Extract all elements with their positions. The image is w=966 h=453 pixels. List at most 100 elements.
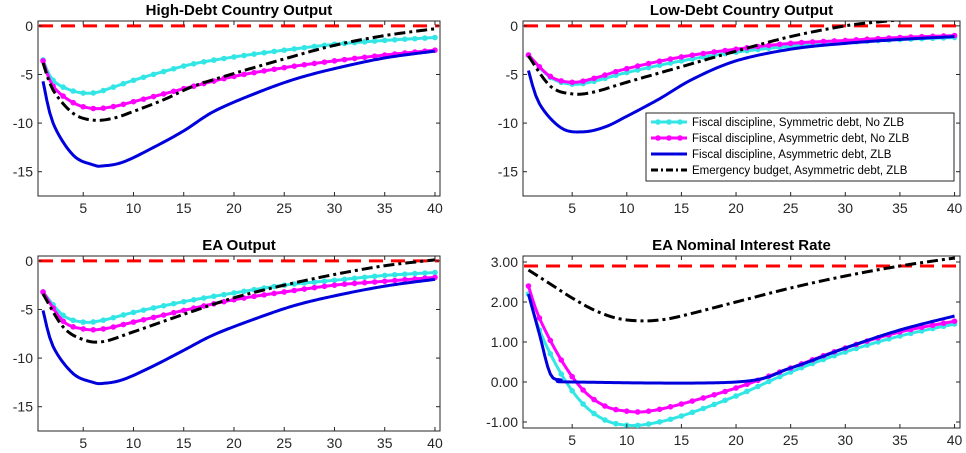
series-marker [321,278,328,285]
y-tick-label: -5 [21,66,34,82]
panel-title: EA Nominal Interest Rate [652,237,831,254]
series-marker [700,405,707,412]
x-tick-label: 25 [276,435,292,451]
series-marker [940,320,947,327]
series-marker [569,79,575,86]
panel-high-debt-country-output: 5 10 15 20 25 30 35 40 0 -5 -10 -15 High-Debt Countr… [13,2,443,216]
panel-title: Low-Debt Country Output [650,2,833,19]
series-marker [645,421,652,427]
series-marker [291,63,298,69]
series-marker [40,58,46,64]
plot-area [522,255,961,429]
series-marker [678,58,685,64]
series-marker [60,84,66,90]
y-tick-label: -15 [13,164,33,180]
series-marker [60,312,66,319]
x-tick-label: 20 [728,200,744,216]
panel-ea-output: 5 10 15 20 25 30 35 40 0 -5 -10 -15 EA Output [13,237,443,451]
series-marker [261,49,267,56]
series-marker [140,316,147,323]
y-tick-label: -1.00 [486,414,518,430]
series-marker [744,388,750,395]
series-marker [120,80,127,87]
series-marker [341,56,348,63]
series-marker [331,282,338,288]
series-marker [150,305,157,311]
x-tick-label: 10 [619,432,635,448]
series-marker [170,65,177,72]
series-marker [311,279,318,285]
panel-title: EA Output [202,237,276,254]
series-marker [432,34,438,41]
series-marker [201,59,207,65]
legend-swatch-marker [655,135,661,141]
series-marker [787,40,794,47]
x-tick-label: 35 [377,435,393,451]
series-marker [591,396,597,403]
series-marker [251,69,257,76]
series-marker [591,75,597,82]
y-tick-label: 0.00 [491,374,518,390]
x-tick-label: 20 [226,435,242,451]
series-marker [929,322,936,329]
series-marker [211,293,217,300]
series-marker [301,44,308,51]
series-marker [371,38,378,44]
series-marker [321,283,328,290]
series-marker [689,398,696,404]
series-marker [110,324,117,330]
series-marker [90,90,97,96]
series-marker [301,286,308,292]
series-marker [90,105,97,112]
series-marker [70,317,76,324]
y-tick-label: 0 [510,18,518,34]
series-marker [412,270,418,277]
series-marker [261,68,267,74]
x-tick-label: 40 [947,432,963,448]
y-tick-label: 0 [25,253,33,269]
series-marker [60,318,66,324]
series-marker [412,35,418,42]
legend-swatch-marker [666,135,672,141]
series-line-emergency-budget-asymmetric-debt-zlb [527,256,955,323]
x-tick-label: 40 [947,200,963,216]
series-marker [100,317,107,323]
series-marker [361,274,368,281]
x-tick-label: 15 [176,435,192,451]
series-marker [321,59,328,65]
series-marker [130,77,137,84]
series-marker [211,57,217,63]
series-marker [432,269,438,276]
series-marker [580,401,586,407]
legend-box [645,112,955,182]
series-marker [170,300,177,307]
plot-lines [39,24,439,168]
series-marker [150,71,157,78]
series-marker [733,393,739,399]
series-marker [110,84,117,90]
series-marker [231,54,237,60]
series-marker [820,38,827,45]
series-marker [558,357,565,363]
series-marker [580,78,586,84]
series-marker [897,333,903,339]
series-marker [361,279,368,286]
series-marker [558,371,565,377]
series-marker [291,46,298,52]
series-marker [678,401,685,407]
series-marker [645,408,652,415]
series-marker [150,93,157,100]
series-marker [90,319,97,325]
x-tick-label: 15 [176,200,192,216]
series-marker [231,290,237,296]
y-tick-label: -10 [498,115,518,131]
x-tick-label: 35 [377,200,393,216]
series-marker [110,314,117,321]
x-tick-label: 30 [837,200,853,216]
series-marker [80,90,87,96]
series-marker [645,60,652,67]
series-marker [402,36,408,43]
series-marker [160,68,167,75]
series-marker [722,47,728,54]
